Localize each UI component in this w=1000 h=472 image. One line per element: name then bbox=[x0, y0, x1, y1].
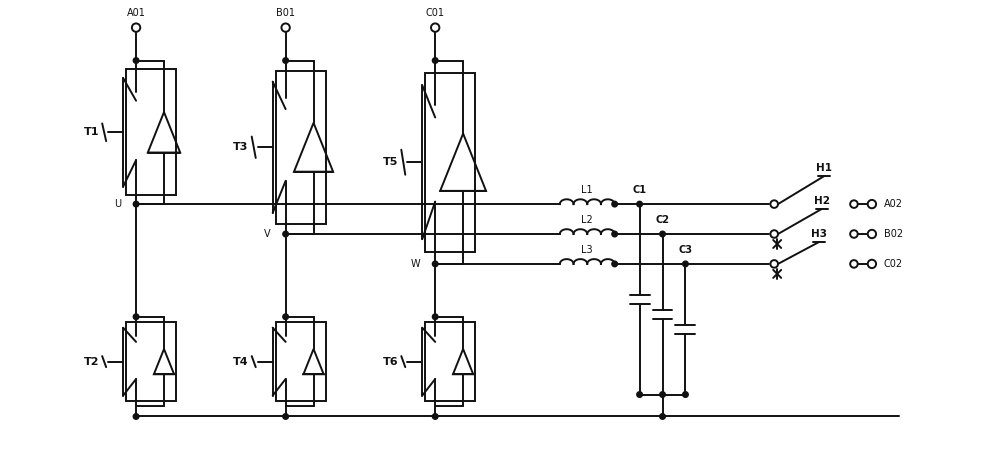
Circle shape bbox=[283, 413, 288, 419]
Circle shape bbox=[133, 201, 139, 207]
Circle shape bbox=[283, 58, 288, 63]
Text: L2: L2 bbox=[581, 215, 593, 225]
Circle shape bbox=[868, 260, 876, 268]
Text: B02: B02 bbox=[884, 229, 903, 239]
Circle shape bbox=[133, 58, 139, 63]
Text: T3: T3 bbox=[233, 142, 248, 152]
Text: T5: T5 bbox=[383, 157, 398, 167]
Text: C02: C02 bbox=[884, 259, 903, 269]
Circle shape bbox=[132, 24, 140, 32]
Circle shape bbox=[637, 201, 642, 207]
Text: C1: C1 bbox=[633, 185, 647, 195]
Text: H1: H1 bbox=[816, 163, 832, 173]
Text: L1: L1 bbox=[581, 185, 593, 195]
Circle shape bbox=[637, 392, 642, 397]
Text: T4: T4 bbox=[233, 357, 249, 367]
Circle shape bbox=[770, 230, 778, 238]
Circle shape bbox=[432, 413, 438, 419]
Text: W: W bbox=[411, 259, 420, 269]
Circle shape bbox=[612, 201, 617, 207]
Circle shape bbox=[683, 261, 688, 267]
Text: H3: H3 bbox=[811, 229, 827, 239]
Circle shape bbox=[770, 200, 778, 208]
Text: T2: T2 bbox=[83, 357, 99, 367]
Circle shape bbox=[432, 261, 438, 267]
Text: V: V bbox=[264, 229, 271, 239]
Text: B01: B01 bbox=[276, 8, 295, 17]
Circle shape bbox=[850, 260, 858, 268]
Text: C2: C2 bbox=[656, 215, 670, 225]
Circle shape bbox=[283, 231, 288, 237]
Circle shape bbox=[612, 261, 617, 267]
Circle shape bbox=[283, 314, 288, 320]
Circle shape bbox=[133, 413, 139, 419]
Text: C01: C01 bbox=[426, 8, 445, 17]
Bar bbox=[276, 71, 326, 224]
Circle shape bbox=[683, 392, 688, 397]
Circle shape bbox=[850, 200, 858, 208]
Text: A01: A01 bbox=[127, 8, 146, 17]
Bar bbox=[425, 322, 475, 401]
Text: C3: C3 bbox=[678, 245, 692, 255]
Circle shape bbox=[770, 260, 778, 268]
Circle shape bbox=[660, 392, 665, 397]
Circle shape bbox=[868, 200, 876, 208]
Text: T6: T6 bbox=[383, 357, 398, 367]
Circle shape bbox=[432, 314, 438, 320]
Text: L3: L3 bbox=[581, 245, 593, 255]
Bar bbox=[126, 322, 176, 401]
Text: A02: A02 bbox=[884, 199, 903, 209]
Circle shape bbox=[850, 230, 858, 238]
Bar bbox=[276, 322, 326, 401]
Circle shape bbox=[660, 231, 665, 237]
Circle shape bbox=[431, 24, 439, 32]
Circle shape bbox=[133, 314, 139, 320]
Circle shape bbox=[868, 230, 876, 238]
Circle shape bbox=[612, 231, 617, 237]
Text: U: U bbox=[114, 199, 121, 209]
Circle shape bbox=[281, 24, 290, 32]
Circle shape bbox=[432, 58, 438, 63]
Bar bbox=[425, 73, 475, 252]
Bar bbox=[126, 69, 176, 195]
Text: T1: T1 bbox=[83, 127, 99, 137]
Circle shape bbox=[660, 413, 665, 419]
Text: H2: H2 bbox=[814, 196, 830, 206]
